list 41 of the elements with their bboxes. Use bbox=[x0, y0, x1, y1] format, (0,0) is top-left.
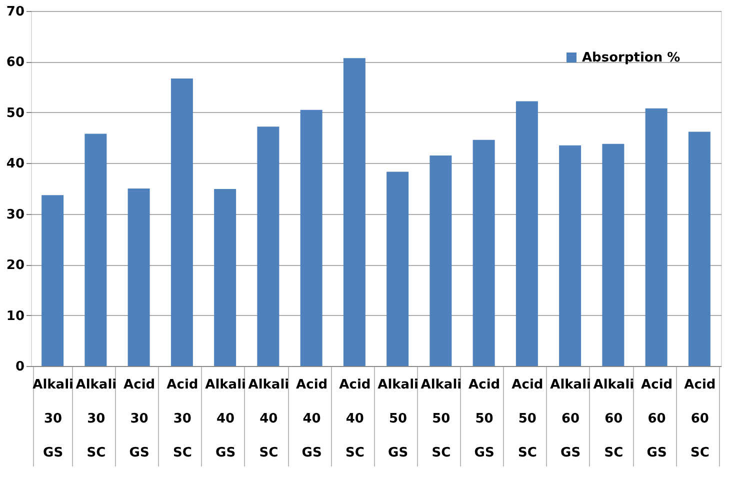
category-label: Acid 50 GS bbox=[468, 378, 500, 460]
y-tick-label: 60 bbox=[6, 55, 24, 70]
category-label: Alkali 50 SC bbox=[420, 378, 462, 460]
category-label: Acid 60 GS bbox=[641, 378, 673, 460]
bar bbox=[645, 108, 668, 366]
bar bbox=[300, 110, 322, 366]
bar bbox=[42, 195, 64, 366]
category-label: Acid 30 SC bbox=[166, 378, 198, 460]
y-tick-label: 40 bbox=[6, 156, 24, 172]
y-tick-label: 0 bbox=[15, 360, 24, 374]
category-label: Acid 30 GS bbox=[124, 378, 156, 460]
bar bbox=[516, 101, 538, 366]
category-label: Alkali 60 SC bbox=[593, 378, 634, 460]
bar bbox=[257, 126, 280, 366]
y-tick-label: 10 bbox=[6, 308, 24, 324]
bar bbox=[170, 78, 193, 366]
y-tick-label: 50 bbox=[6, 106, 24, 121]
legend-label: Absorption % bbox=[582, 50, 680, 66]
bar bbox=[386, 172, 409, 366]
category-label: Alkali 30 GS bbox=[32, 378, 74, 460]
category-label: Acid 50 SC bbox=[512, 378, 544, 460]
category-label: Acid 60 SC bbox=[684, 378, 716, 460]
category-label: Alkali 60 GS bbox=[550, 378, 591, 460]
bar bbox=[472, 140, 495, 366]
bar bbox=[602, 144, 624, 366]
category-label: Alkali 30 SC bbox=[76, 378, 117, 460]
bar bbox=[430, 156, 452, 366]
bar bbox=[688, 132, 710, 366]
category-label: Alkali 50 GS bbox=[378, 378, 418, 460]
bar bbox=[84, 134, 107, 366]
bar bbox=[214, 189, 236, 366]
category-label: Acid 40 SC bbox=[339, 378, 371, 460]
y-tick-label: 30 bbox=[6, 207, 24, 222]
bar bbox=[559, 145, 582, 366]
category-label: Alkali 40 SC bbox=[248, 378, 290, 460]
category-label: Alkali 40 GS bbox=[205, 378, 246, 460]
y-tick-label: 70 bbox=[6, 4, 24, 20]
y-tick-label: 20 bbox=[6, 258, 24, 274]
category-label: Acid 40 GS bbox=[296, 378, 328, 460]
bar bbox=[343, 58, 366, 366]
bar bbox=[128, 188, 150, 366]
